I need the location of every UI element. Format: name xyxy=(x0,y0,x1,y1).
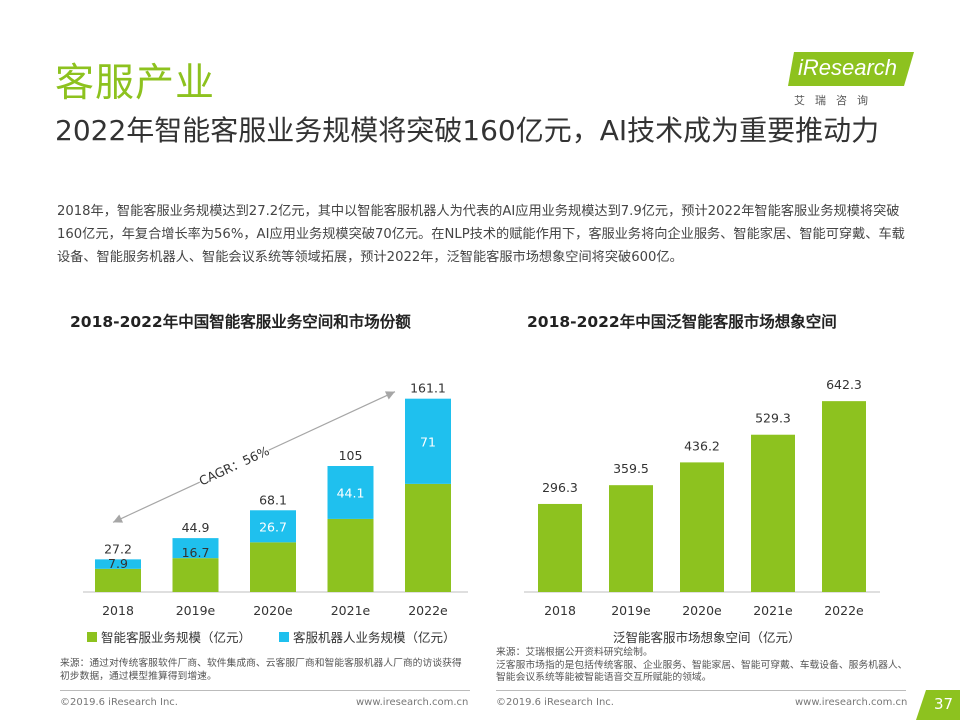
legend-item-green: 智能客服业务规模（亿元） xyxy=(87,627,251,646)
footer-url-left: www.iresearch.com.cn xyxy=(356,697,469,708)
chart1-bar-green-2018 xyxy=(95,568,141,592)
legend-swatch-green xyxy=(87,631,97,642)
chart1-x-tick-2020e: 2020e xyxy=(253,603,293,618)
chart2-bar-2020e xyxy=(680,462,724,592)
logo-text: iResearch xyxy=(798,55,898,80)
chart1-cagr-annotation: CAGR：56% xyxy=(195,440,273,492)
chart2-value-label-2021e: 529.3 xyxy=(755,411,791,426)
chart1-bar-green-2021e xyxy=(327,518,374,592)
chart1-bar-green-2020e xyxy=(250,542,296,592)
chart1-cagr-arrowhead-end xyxy=(384,391,395,400)
chart1-total-label-2018: 27.2 xyxy=(104,541,132,556)
chart2-x-tick-2022e: 2022e xyxy=(824,603,864,618)
source-note-left: 来源：通过对传统客服软件厂商、软件集成商、云客服厂商和智能客服机器人厂商的访谈获… xyxy=(60,658,462,682)
chart2-x-tick-2021e: 2021e xyxy=(753,603,793,618)
chart1-bar-blue-2019e xyxy=(172,538,219,559)
chart1-segment-label-2021e: 44.1 xyxy=(337,485,365,500)
chart2-value-label-2019e: 359.5 xyxy=(613,461,649,476)
chart1-cagr-arrowhead-start xyxy=(113,514,124,523)
chart1-x-tick-2019e: 2019e xyxy=(176,603,216,618)
chart1-bar-blue-2018 xyxy=(95,559,141,569)
chart1-bar-blue-2022e xyxy=(405,398,451,484)
chart2-bar-2022e xyxy=(822,401,866,592)
chart2-x-tick-2019e: 2019e xyxy=(611,603,651,618)
page-number-text: 37 xyxy=(934,695,954,713)
footer-url-right: www.iresearch.com.cn xyxy=(795,697,908,708)
footer-divider-right xyxy=(496,690,906,691)
legend-swatch-blue xyxy=(279,631,289,642)
chart2-bar-2019e xyxy=(609,485,653,592)
footer-divider-left xyxy=(60,690,470,691)
chart1-x-tick-2021e: 2021e xyxy=(331,603,371,618)
chart1-bar-blue-2021e xyxy=(327,466,374,519)
source-note-right-line2: 泛客服市场指的是包括传统客服、企业服务、智能家居、智能可穿戴、车载设备、服务机器… xyxy=(496,659,908,684)
logo-subtitle: 艾瑞咨询 xyxy=(794,94,878,107)
chart1-cagr-label-bg xyxy=(195,440,273,492)
chart2-series-label: 泛智能客服市场想象空间（亿元） xyxy=(613,627,801,646)
chart1-segment-label-2020e: 26.7 xyxy=(259,519,287,534)
chart2-value-label-2020e: 436.2 xyxy=(684,438,720,453)
chart1-x-tick-2022e: 2022e xyxy=(408,603,448,618)
chart2-value-label-2022e: 642.3 xyxy=(826,377,862,392)
chart1-bar-blue-2020e xyxy=(250,510,296,543)
footer-copyright-left: ©2019.6 iResearch Inc. xyxy=(60,697,178,708)
chart2-title: 2018-2022年中国泛智能客服市场想象空间 xyxy=(527,313,837,331)
page-number-shape xyxy=(916,690,960,720)
chart2-bar-2021e xyxy=(751,434,795,592)
chart1-cagr-label: CAGR：56% xyxy=(197,443,272,488)
chart1-segment-label-2018: 7.9 xyxy=(108,556,128,571)
section-title: 客服产业 xyxy=(55,61,216,106)
legend-label-blue: 客服机器人业务规模（亿元） xyxy=(293,630,456,645)
intro-paragraph: 2018年，智能客服业务规模达到27.2亿元，其中以智能客服机器人为代表的AI应… xyxy=(57,204,905,265)
logo-shape xyxy=(788,52,914,86)
chart1-total-label-2020e: 68.1 xyxy=(259,492,287,507)
footer-copyright-right: ©2019.6 iResearch Inc. xyxy=(496,697,614,708)
chart1-x-tick-2018: 2018 xyxy=(102,603,134,618)
chart1-total-label-2021e: 105 xyxy=(339,448,363,463)
chart2-x-tick-2020e: 2020e xyxy=(682,603,722,618)
chart1-bar-green-2022e xyxy=(405,483,451,592)
chart1-segment-label-2022e: 71 xyxy=(420,434,436,449)
chart1-svg: 7.927.2 2018 16.7 44.9 2019e 26.7 68.1 2020e 44.… xyxy=(83,381,468,618)
chart2-series-text: 泛智能客服市场想象空间（亿元） xyxy=(613,630,801,645)
chart2-value-label-2018: 296.3 xyxy=(542,480,578,495)
source-note-right-line1: 来源：艾瑞根据公开资料研究绘制。 xyxy=(496,647,653,658)
source-note-right: 来源：艾瑞根据公开资料研究绘制。 泛客服市场指的是包括传统客服、企业服务、智能家… xyxy=(496,647,916,685)
page-title: 2022年智能客服业务规模将突破160亿元，AI技术成为重要推动力 xyxy=(55,114,880,147)
chart1-total-label-2022e: 161.1 xyxy=(410,381,446,396)
chart1-bar-green-2019e xyxy=(172,558,219,592)
chart2-svg: 296.3 2018 359.5 2019e 436.2 2020e 529.3 2021e 6… xyxy=(524,377,880,618)
chart2-x-tick-2018: 2018 xyxy=(544,603,576,618)
chart1-title: 2018-2022年中国智能客服业务空间和市场份额 xyxy=(70,313,411,331)
chart2-bar-2018 xyxy=(538,503,582,592)
legend-item-blue: 客服机器人业务规模（亿元） xyxy=(279,627,456,646)
chart1-total-label-2019e: 44.9 xyxy=(182,520,210,535)
page-number: 37 xyxy=(916,690,960,720)
iresearch-logo: iResearch 艾瑞咨询 xyxy=(788,48,918,112)
legend-label-green: 智能客服业务规模（亿元） xyxy=(101,630,252,645)
chart1-segment-label-2019e: 16.7 xyxy=(182,545,210,560)
